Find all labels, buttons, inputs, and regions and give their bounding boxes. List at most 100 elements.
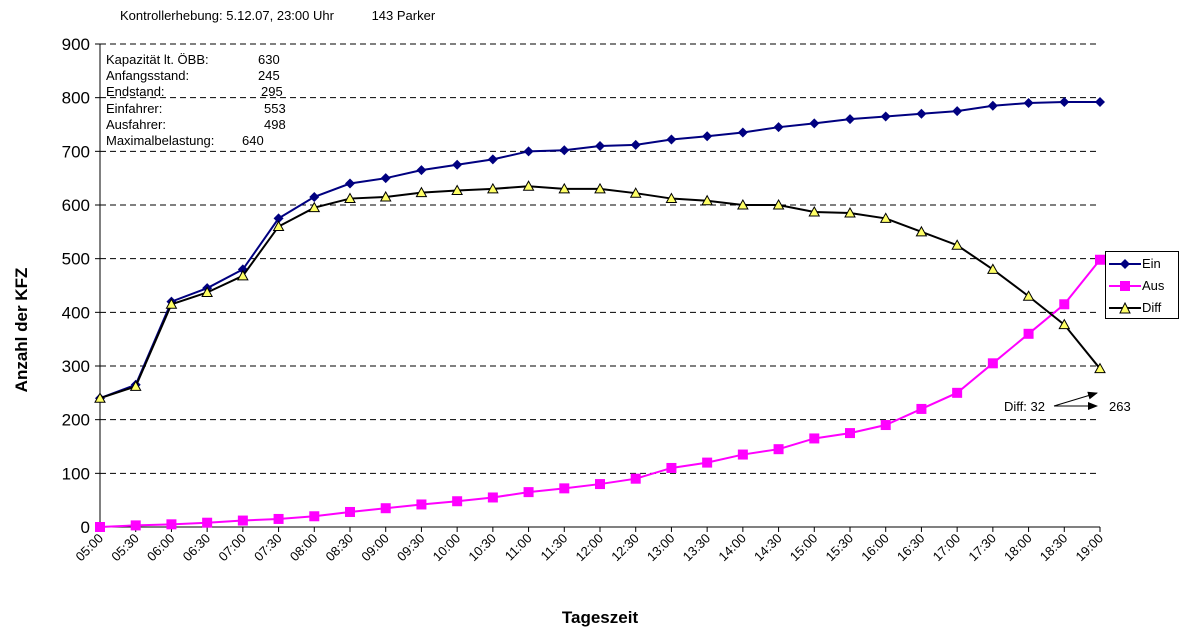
data-point	[916, 108, 927, 119]
data-point	[880, 111, 891, 122]
y-tick-label: 900	[62, 35, 90, 54]
data-point	[915, 225, 928, 237]
legend: Ein Aus Diff	[1105, 251, 1179, 319]
data-point	[273, 513, 284, 524]
data-point	[415, 186, 428, 198]
diff-annotation: Diff: 32	[1004, 399, 1045, 414]
info-row: Kapazität lt. ÖBB: 630	[106, 52, 280, 68]
data-point	[129, 380, 142, 391]
data-point	[451, 184, 463, 196]
x-tick-label: 12:00	[573, 531, 607, 565]
x-tick-label: 11:00	[502, 531, 535, 564]
data-point	[416, 499, 427, 510]
data-point	[773, 122, 784, 133]
x-tick-label: 10:30	[465, 531, 499, 565]
y-axis-label: Anzahl der KFZ	[12, 268, 31, 393]
x-tick-label: 17:00	[930, 531, 964, 565]
square-marker-icon	[1109, 281, 1141, 291]
data-point	[987, 358, 998, 369]
x-tick-label: 19:00	[1073, 531, 1107, 565]
value-annotation: 263	[1109, 399, 1131, 414]
info-row: Anfangsstand: 245	[106, 68, 280, 84]
data-point	[379, 190, 392, 202]
legend-item-aus: Aus	[1106, 276, 1178, 296]
data-point	[845, 428, 855, 439]
data-point	[1095, 254, 1105, 265]
data-point	[202, 517, 213, 528]
x-tick-label: 06:30	[180, 531, 214, 565]
legend-item-diff: Diff	[1106, 298, 1178, 318]
data-point	[272, 220, 285, 231]
x-tick-label: 16:30	[894, 531, 928, 565]
series-diff	[94, 180, 1106, 403]
data-point	[808, 205, 821, 217]
data-point	[309, 511, 320, 522]
axes	[95, 43, 1101, 532]
data-point	[595, 479, 605, 490]
data-point	[345, 178, 355, 189]
data-point	[809, 118, 820, 129]
data-point	[630, 473, 641, 484]
x-tick-label: 16:00	[858, 531, 892, 565]
data-point	[380, 173, 391, 184]
data-point	[666, 462, 677, 473]
data-point	[1023, 98, 1034, 109]
legend-label-aus: Aus	[1142, 278, 1165, 293]
x-tick-label: 18:30	[1037, 531, 1071, 565]
data-point	[237, 515, 248, 526]
data-point	[666, 134, 677, 145]
y-tick-label: 500	[62, 250, 90, 269]
x-tick-label: 06:00	[144, 531, 178, 565]
y-tick-label: 100	[62, 464, 90, 483]
info-value: 245	[258, 68, 280, 84]
data-point	[1022, 290, 1035, 301]
x-tick-label: 11:30	[537, 531, 570, 564]
x-tick-label: 05:00	[73, 531, 107, 565]
data-point	[273, 213, 284, 224]
y-tick-labels: 0 100 200 300 400 500 600 700 800 900	[62, 35, 90, 537]
data-point	[1058, 318, 1071, 330]
x-tick-label: 09:30	[394, 531, 428, 565]
data-point	[94, 392, 106, 403]
series-aus	[95, 254, 1105, 532]
data-point	[665, 192, 678, 204]
data-point	[522, 180, 535, 191]
info-label: Kapazität lt. ÖBB:	[106, 52, 209, 67]
gridlines	[100, 43, 1100, 474]
y-tick-label: 800	[62, 89, 90, 108]
diamond-marker-icon	[1109, 259, 1141, 269]
data-point	[630, 139, 641, 150]
series-ein	[95, 96, 1105, 404]
data-point	[737, 198, 749, 210]
y-tick-label: 600	[62, 196, 90, 215]
data-point	[201, 286, 213, 297]
data-point	[308, 201, 321, 213]
x-axis-label: Tageszeit	[562, 608, 639, 627]
survey-header-text: Kontrollerhebung: 5.12.07, 23:00 Uhr	[120, 8, 334, 23]
data-point	[737, 449, 748, 460]
info-value: 630	[258, 52, 280, 67]
x-tick-label: 15:30	[823, 531, 857, 565]
data-point	[309, 191, 320, 202]
data-point	[452, 496, 463, 507]
x-tick-labels: 05:00 05:30 06:00 06:30 07:00 07:30 08:00 08:30…	[73, 531, 1107, 565]
x-tick-label: 13:30	[680, 531, 714, 565]
data-point	[879, 212, 892, 223]
data-point	[952, 387, 963, 398]
x-tick-label: 07:00	[215, 531, 249, 565]
data-point	[987, 263, 999, 274]
x-tick-label: 08:00	[287, 531, 321, 565]
data-point	[380, 503, 391, 514]
data-point	[416, 165, 427, 176]
data-point	[773, 444, 784, 455]
data-point	[737, 127, 748, 138]
series-group	[94, 96, 1106, 532]
data-point	[487, 492, 498, 503]
x-tick-label: 15:00	[787, 531, 821, 565]
data-point	[1095, 96, 1105, 107]
info-value: 640	[242, 132, 264, 148]
data-point	[1023, 328, 1034, 339]
data-point	[702, 457, 713, 468]
info-label: Ausfahrer:	[106, 116, 166, 132]
